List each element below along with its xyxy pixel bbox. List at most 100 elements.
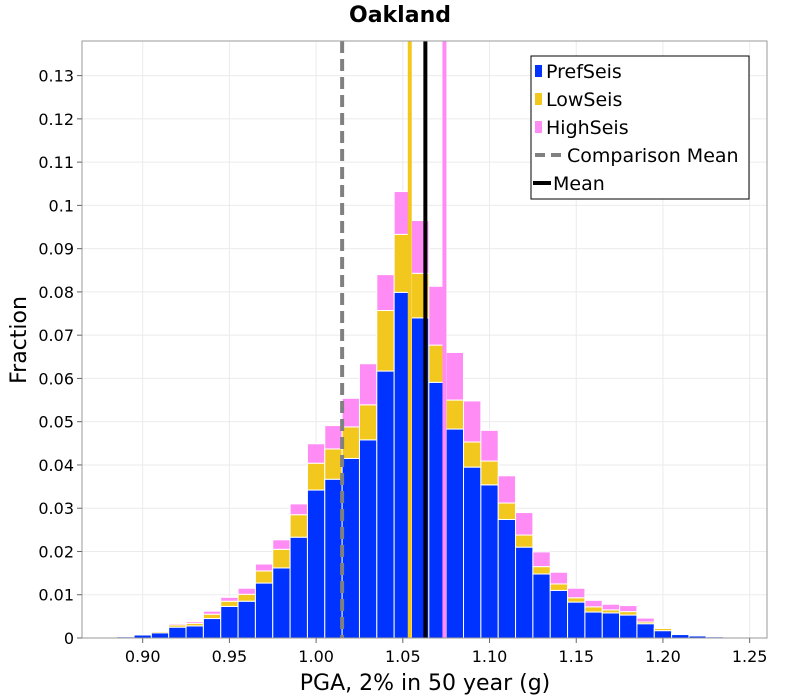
bar-lowseis-13 xyxy=(324,448,343,480)
bar-prefseis-21 xyxy=(463,466,482,639)
bar-highseis-24 xyxy=(515,512,534,536)
bar-lowseis-27 xyxy=(567,597,586,603)
bar-prefseis-30 xyxy=(619,614,638,639)
bar-highseis-29 xyxy=(601,603,621,611)
bar-highseis-11 xyxy=(289,503,308,516)
y-axis-title: Fraction xyxy=(7,296,32,384)
bar-lowseis-26 xyxy=(549,583,569,591)
bar-highseis-14 xyxy=(341,397,360,428)
bar-lowseis-25 xyxy=(532,566,551,575)
bar-highseis-16 xyxy=(376,274,395,312)
bar-highseis-23 xyxy=(497,475,517,504)
bar-prefseis-27 xyxy=(567,601,586,639)
x-tick-label: 1.25 xyxy=(732,647,768,666)
legend-label: Comparison Mean xyxy=(567,145,739,167)
bar-lowseis-10 xyxy=(272,548,291,569)
bar-lowseis-14 xyxy=(341,426,360,459)
bar-highseis-28 xyxy=(584,599,603,608)
x-axis-title: PGA, 2% in 50 year (g) xyxy=(300,671,551,696)
y-tick-label: 0 xyxy=(64,629,74,648)
bar-prefseis-15 xyxy=(358,439,378,639)
x-tick-label: 0.90 xyxy=(125,647,161,666)
bar-prefseis-10 xyxy=(272,567,291,639)
bar-lowseis-28 xyxy=(584,606,603,613)
bar-highseis-32 xyxy=(653,627,673,629)
legend-swatch-0 xyxy=(535,65,542,77)
y-tick-label: 0.05 xyxy=(38,413,74,432)
plot-frame xyxy=(81,40,768,639)
y-tick-label: 0.13 xyxy=(38,67,74,86)
bar-lowseis-16 xyxy=(376,310,395,372)
bar-highseis-31 xyxy=(636,617,655,623)
bar-lowseis-22 xyxy=(480,460,499,486)
bar-highseis-8 xyxy=(237,587,256,595)
bar-prefseis-26 xyxy=(549,589,569,639)
y-axis-ticks: 0 0.01 0.02 0.03 0.04 0.05 0.06 0.07 0.08 0.09 0.1… xyxy=(38,67,82,648)
bar-prefseis-25 xyxy=(532,573,551,639)
bar-highseis-26 xyxy=(549,571,569,585)
bar-highseis-7 xyxy=(220,596,239,602)
bar-highseis-9 xyxy=(254,563,274,572)
bar-prefseis-4 xyxy=(168,626,187,639)
y-tick-label: 0.11 xyxy=(38,153,74,172)
bar-prefseis-3 xyxy=(150,632,170,639)
bar-highseis-27 xyxy=(567,587,586,599)
bar-lowseis-24 xyxy=(515,534,534,548)
y-tick-label: 0.04 xyxy=(38,456,74,475)
x-axis-ticks: 0.90 0.95 1.00 1.05 1.10 1.15 1.20 1.25 xyxy=(125,638,768,666)
legend-label: Mean xyxy=(553,173,605,195)
bar-highseis-30 xyxy=(619,605,638,613)
bar-lowseis-30 xyxy=(619,611,638,616)
bar-lowseis-12 xyxy=(306,462,326,491)
bar-highseis-5 xyxy=(185,621,204,624)
bar-lowseis-9 xyxy=(254,570,274,584)
bar-highseis-12 xyxy=(306,443,326,464)
legend-swatch-1 xyxy=(535,93,542,105)
x-tick-label: 1.15 xyxy=(558,647,594,666)
bar-prefseis-23 xyxy=(497,518,517,639)
chart-title: Oakland xyxy=(349,3,451,28)
bars xyxy=(98,191,742,639)
bar-highseis-15 xyxy=(358,363,378,406)
legend-label: PrefSeis xyxy=(546,61,622,83)
bar-prefseis-33 xyxy=(671,634,690,639)
bar-highseis-34 xyxy=(688,634,707,636)
x-tick-label: 0.95 xyxy=(212,647,248,666)
bar-prefseis-24 xyxy=(515,546,534,639)
bar-prefseis-5 xyxy=(185,625,204,639)
bar-lowseis-20 xyxy=(445,399,465,430)
x-tick-label: 1.00 xyxy=(298,647,334,666)
legend: PrefSeis LowSeis HighSeis Comparison Mean Me… xyxy=(530,55,750,200)
bar-lowseis-11 xyxy=(289,514,308,538)
bar-highseis-3 xyxy=(150,630,170,633)
mean-lines xyxy=(340,41,447,638)
y-tick-label: 0.07 xyxy=(38,326,74,345)
bar-prefseis-20 xyxy=(445,428,465,639)
bar-highseis-4 xyxy=(168,623,187,626)
legend-label: LowSeis xyxy=(546,89,622,111)
bar-highseis-25 xyxy=(532,551,551,568)
bar-prefseis-32 xyxy=(653,630,673,639)
y-tick-label: 0.1 xyxy=(49,196,74,215)
y-tick-label: 0.12 xyxy=(38,110,74,129)
bar-highseis-10 xyxy=(272,539,291,550)
bar-prefseis-29 xyxy=(601,612,621,639)
bar-prefseis-6 xyxy=(202,618,222,639)
bar-lowseis-23 xyxy=(497,502,517,520)
y-tick-label: 0.01 xyxy=(38,586,74,605)
bar-prefseis-14 xyxy=(341,457,360,639)
bar-lowseis-8 xyxy=(237,593,256,602)
bar-highseis-21 xyxy=(463,400,482,443)
y-tick-label: 0.02 xyxy=(38,542,74,561)
bar-prefseis-31 xyxy=(636,623,655,639)
bar-highseis-20 xyxy=(445,351,465,401)
bar-highseis-6 xyxy=(202,610,222,615)
legend-label: HighSeis xyxy=(546,117,629,139)
y-tick-label: 0.08 xyxy=(38,283,74,302)
bar-prefseis-7 xyxy=(220,605,239,639)
legend-swatch-2 xyxy=(535,121,542,133)
x-tick-label: 1.05 xyxy=(385,647,421,666)
bar-prefseis-22 xyxy=(480,484,499,639)
y-tick-label: 0.03 xyxy=(38,499,74,518)
